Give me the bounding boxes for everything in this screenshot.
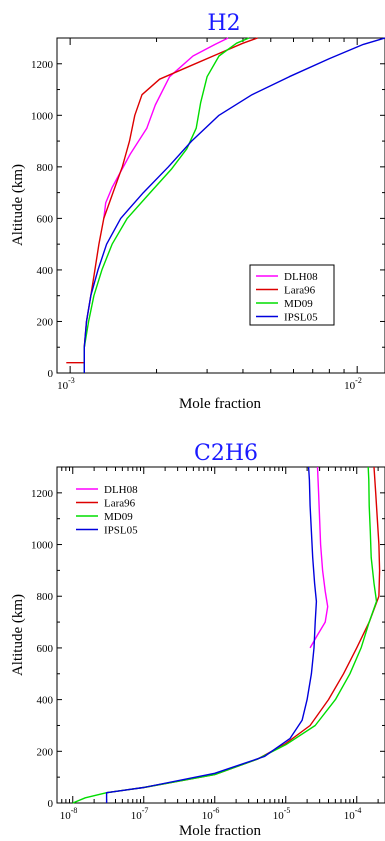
x-tick-exponent: -6 (213, 806, 220, 815)
x-tick-label: 10 -3 (57, 376, 75, 392)
c2h6-y-axis: 0 200 400 600 800 1000 1200 (31, 466, 385, 810)
legend-box (249, 264, 335, 326)
c2h6-series-lines (72, 466, 381, 804)
legend-label: IPSL05 (284, 312, 318, 324)
legend-label: Lara96 (284, 285, 316, 297)
y-tick-label: 200 (37, 746, 54, 758)
y-tick-label: 1000 (31, 110, 54, 122)
c2h6-plot-frame (56, 466, 385, 804)
h2-chart-title: H2 (207, 11, 240, 36)
x-tick-exponent: -8 (71, 806, 78, 815)
legend-label: MD09 (284, 298, 313, 310)
legend-label: DLH08 (104, 484, 138, 496)
series-line-ipsl05 (83, 37, 385, 373)
y-tick-label: 200 (37, 316, 54, 328)
x-tick-label: 10 -8 (60, 806, 78, 822)
y-tick-label: 1200 (31, 488, 54, 500)
x-tick-base: 10 (57, 380, 69, 392)
y-tick-label: 0 (48, 368, 54, 380)
x-tick-exponent: -5 (284, 806, 291, 815)
h2-plot-frame (56, 37, 385, 374)
x-tick-exponent: -3 (68, 376, 75, 385)
series-line-md09 (83, 37, 250, 373)
x-tick-base: 10 (131, 810, 143, 822)
y-tick-label: 1200 (31, 59, 54, 71)
series-line-lara96 (66, 37, 258, 364)
legend-label: DLH08 (284, 271, 318, 283)
y-tick-label: 400 (37, 695, 54, 707)
x-tick-label: 10 -4 (344, 806, 362, 822)
series-line-lara96 (106, 466, 381, 794)
legend-label: Lara96 (104, 498, 136, 510)
c2h6-x-axis-label: Mole fraction (179, 823, 262, 839)
x-tick-exponent: -4 (355, 806, 362, 815)
x-tick-base: 10 (344, 380, 356, 392)
x-tick-base: 10 (273, 810, 285, 822)
series-line-ipsl05 (105, 466, 318, 803)
h2-x-axis-label: Mole fraction (179, 396, 262, 412)
y-tick-label: 800 (37, 591, 54, 603)
legend-label: MD09 (104, 511, 133, 523)
series-line-dlh08 (309, 466, 329, 649)
h2-series-lines (66, 37, 385, 373)
x-tick-label: 10 -5 (273, 806, 291, 822)
x-tick-exponent: -7 (142, 806, 149, 815)
series-line-dlh08 (103, 37, 229, 219)
y-tick-label: 400 (37, 265, 54, 277)
c2h6-y-axis-label: Altitude (km) (10, 594, 26, 676)
c2h6-chart-title: C2H6 (194, 441, 258, 466)
y-tick-label: 600 (37, 213, 54, 225)
x-tick-base: 10 (60, 810, 72, 822)
h2-y-axis-label: Altitude (km) (10, 164, 26, 246)
x-tick-base: 10 (202, 810, 214, 822)
h2-y-axis: 0 200 400 600 800 1000 1200 (31, 37, 385, 380)
x-tick-label: 10 -2 (344, 376, 362, 392)
y-tick-label: 600 (37, 643, 54, 655)
h2-x-axis: 10 -3 10 -2 (56, 38, 362, 392)
c2h6-x-axis: 10 -8 10 -7 10 -6 10 -5 10 -4 (56, 467, 379, 822)
x-tick-base: 10 (344, 810, 356, 822)
y-tick-label: 800 (37, 162, 54, 174)
x-tick-exponent: -2 (355, 376, 362, 385)
y-tick-label: 0 (48, 798, 54, 810)
x-tick-label: 10 -7 (131, 806, 149, 822)
y-tick-label: 1000 (31, 540, 54, 552)
legend-label: IPSL05 (104, 525, 138, 537)
x-tick-label: 10 -6 (202, 806, 220, 822)
